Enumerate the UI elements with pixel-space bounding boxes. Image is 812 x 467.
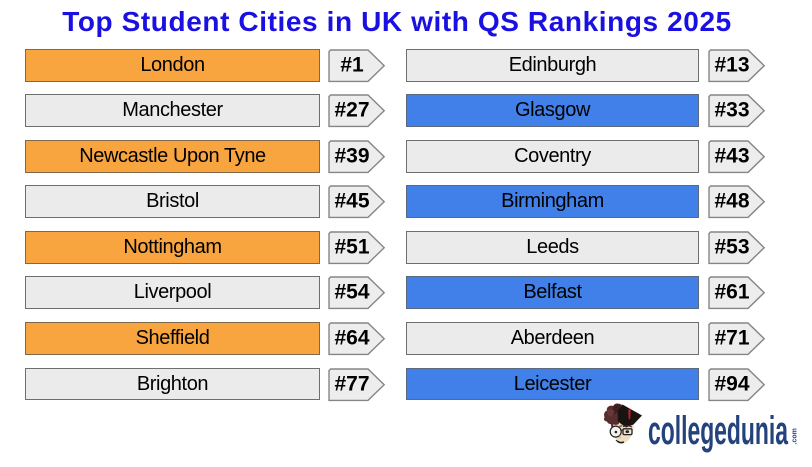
svg-text:#53: #53 bbox=[714, 235, 749, 258]
svg-text:collegedunia: collegedunia bbox=[648, 409, 788, 453]
svg-text:#61: #61 bbox=[714, 280, 749, 303]
svg-text:#77: #77 bbox=[334, 372, 369, 395]
svg-text:#33: #33 bbox=[714, 98, 749, 121]
svg-text:#48: #48 bbox=[714, 189, 749, 212]
svg-text:#13: #13 bbox=[714, 53, 749, 76]
svg-text:#27: #27 bbox=[334, 98, 369, 121]
svg-text:#71: #71 bbox=[714, 326, 749, 349]
svg-text:#94: #94 bbox=[714, 372, 749, 395]
svg-text:#64: #64 bbox=[334, 326, 369, 349]
svg-text:#43: #43 bbox=[714, 144, 749, 167]
svg-text:#45: #45 bbox=[334, 189, 369, 212]
svg-text:#54: #54 bbox=[334, 280, 369, 303]
svg-text:#1: #1 bbox=[340, 53, 364, 76]
svg-text:#39: #39 bbox=[334, 144, 369, 167]
svg-text:.com: .com bbox=[792, 428, 799, 444]
svg-text:#51: #51 bbox=[334, 235, 369, 258]
